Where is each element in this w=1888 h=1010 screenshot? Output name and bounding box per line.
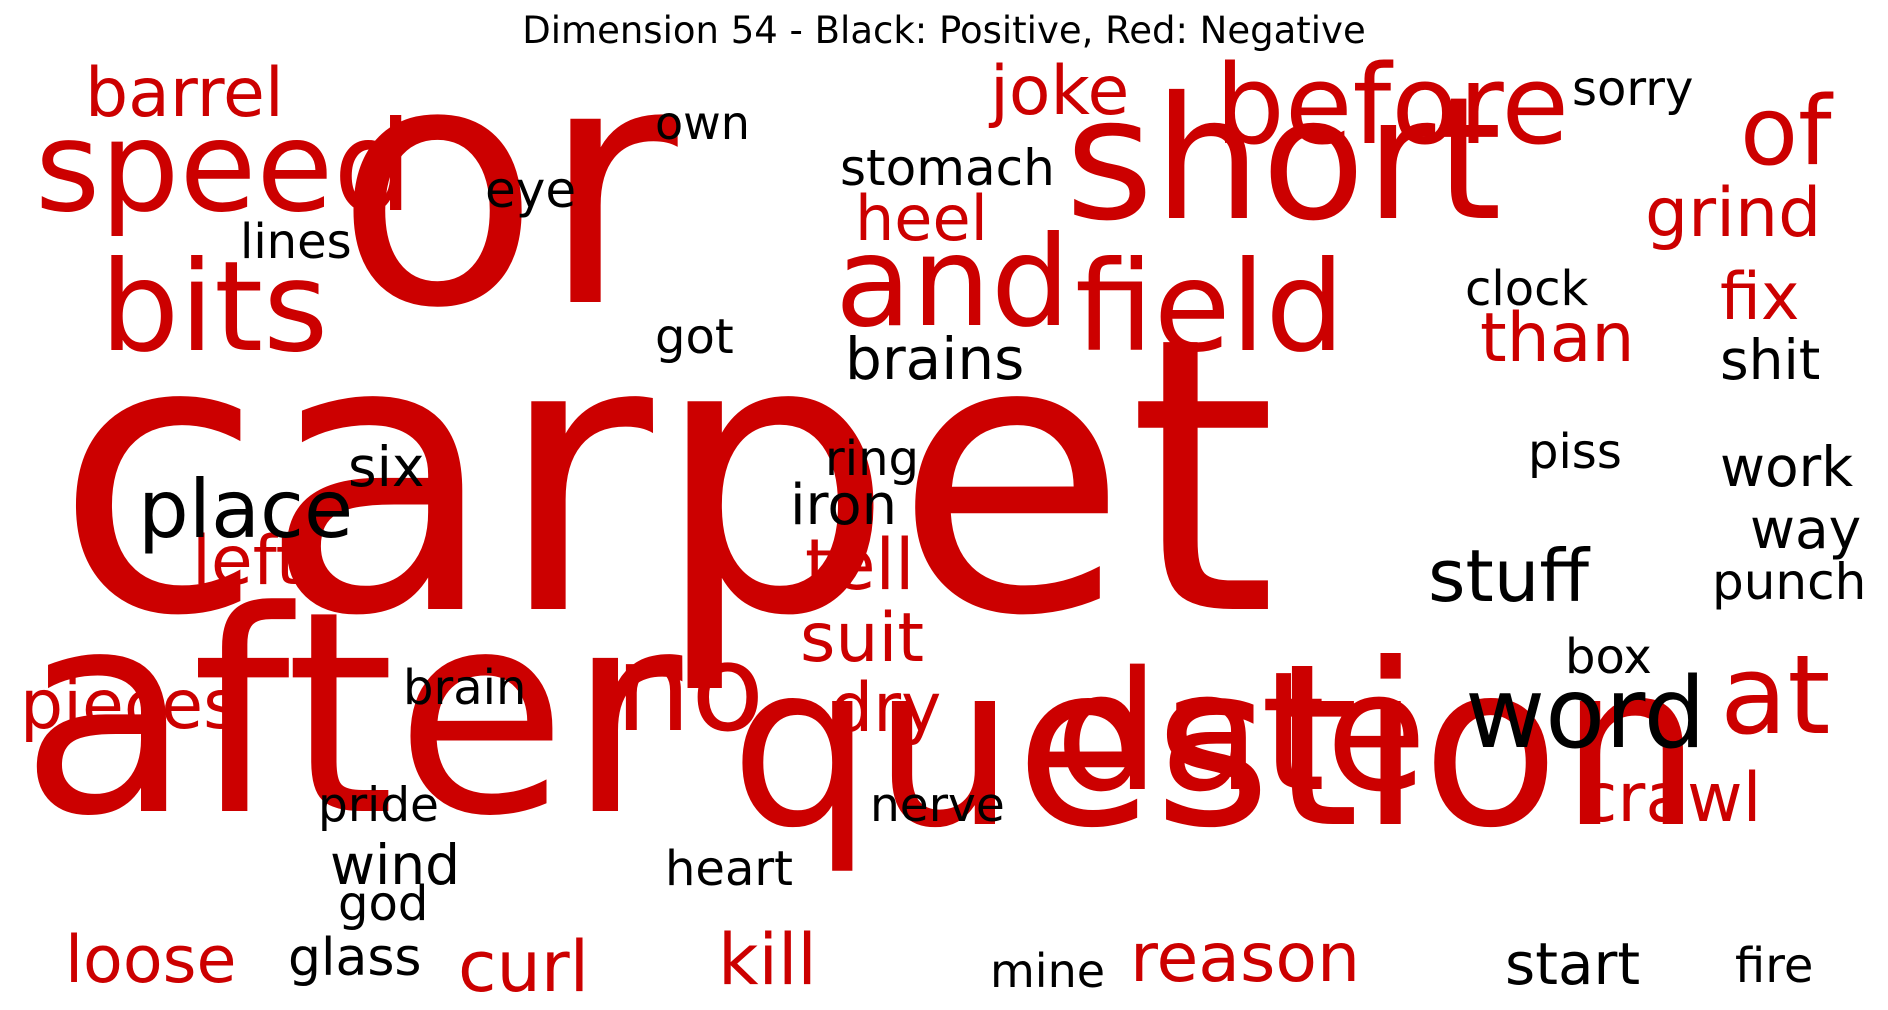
word-box: box	[1565, 629, 1652, 685]
word-joke: joke	[990, 52, 1130, 131]
word-ring: ring	[825, 431, 919, 487]
word-field: field	[1075, 235, 1345, 380]
word-barrel: barrel	[85, 54, 284, 133]
word-way: way	[1750, 497, 1862, 561]
word-loose: loose	[65, 923, 237, 998]
word-brain: brain	[403, 660, 527, 716]
word-grind: grind	[1645, 174, 1822, 253]
word-start: start	[1505, 930, 1641, 998]
word-dry: dry	[830, 669, 942, 748]
word-question: question	[730, 616, 1703, 878]
word-glass: glass	[288, 928, 422, 988]
word-after: after	[20, 552, 683, 878]
word-or: or	[335, 0, 678, 382]
chart-title: Dimension 54 - Black: Positive, Red: Neg…	[522, 9, 1366, 52]
word-got: got	[655, 309, 734, 365]
word-kill: kill	[718, 919, 817, 1001]
word-crawl: crawl	[1580, 759, 1762, 838]
word-pride: pride	[318, 778, 439, 833]
word-before: before	[1215, 41, 1570, 169]
word-clock: clock	[1465, 261, 1589, 317]
word-six: six	[348, 435, 425, 499]
word-word: word	[1465, 657, 1706, 771]
word-sorry: sorry	[1572, 61, 1694, 117]
word-stomach: stomach	[840, 139, 1055, 197]
word-speed: speed	[35, 95, 413, 240]
word-lines: lines	[240, 214, 352, 270]
word-no: no	[615, 620, 765, 759]
word-pieces: pieces	[20, 666, 239, 745]
word-short: short	[1065, 61, 1502, 259]
word-stuff: stuff	[1428, 534, 1589, 618]
word-god: god	[338, 876, 429, 932]
word-than: than	[1480, 299, 1635, 378]
word-iron: iron	[790, 473, 898, 538]
word-shit: shit	[1720, 328, 1821, 392]
word-heel: heel	[855, 182, 988, 255]
word-own: own	[655, 96, 750, 150]
word-brains: brains	[845, 325, 1025, 393]
word-nerve: nerve	[870, 778, 1005, 833]
word-piss: piss	[1528, 424, 1622, 480]
word-wind: wind	[330, 833, 461, 897]
word-curl: curl	[458, 926, 590, 1008]
word-fix: fix	[1720, 260, 1800, 335]
word-tell: tell	[805, 524, 915, 606]
word-punch: punch	[1712, 553, 1867, 611]
word-mine: mine	[990, 944, 1106, 998]
word-carpet: carpet	[55, 256, 1278, 699]
word-at: at	[1720, 631, 1831, 759]
word-of: of	[1740, 77, 1832, 187]
word-place: place	[138, 463, 354, 556]
word-and: and	[835, 210, 1071, 355]
word-heart: heart	[665, 841, 793, 897]
word-eye: eye	[485, 161, 577, 219]
word-fire: fire	[1735, 938, 1814, 994]
word-bits: bits	[100, 235, 329, 380]
word-reason: reason	[1130, 919, 1361, 998]
word-left: left	[192, 522, 303, 601]
word-suit: suit	[800, 599, 925, 678]
word-date: date	[1055, 636, 1428, 828]
word-work: work	[1720, 435, 1854, 499]
